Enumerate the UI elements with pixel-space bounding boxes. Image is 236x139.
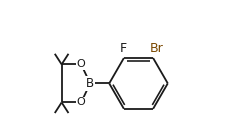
- Text: F: F: [120, 42, 127, 55]
- Text: B: B: [86, 77, 94, 90]
- Text: O: O: [77, 59, 85, 69]
- Text: O: O: [77, 97, 85, 107]
- Text: Br: Br: [150, 42, 164, 55]
